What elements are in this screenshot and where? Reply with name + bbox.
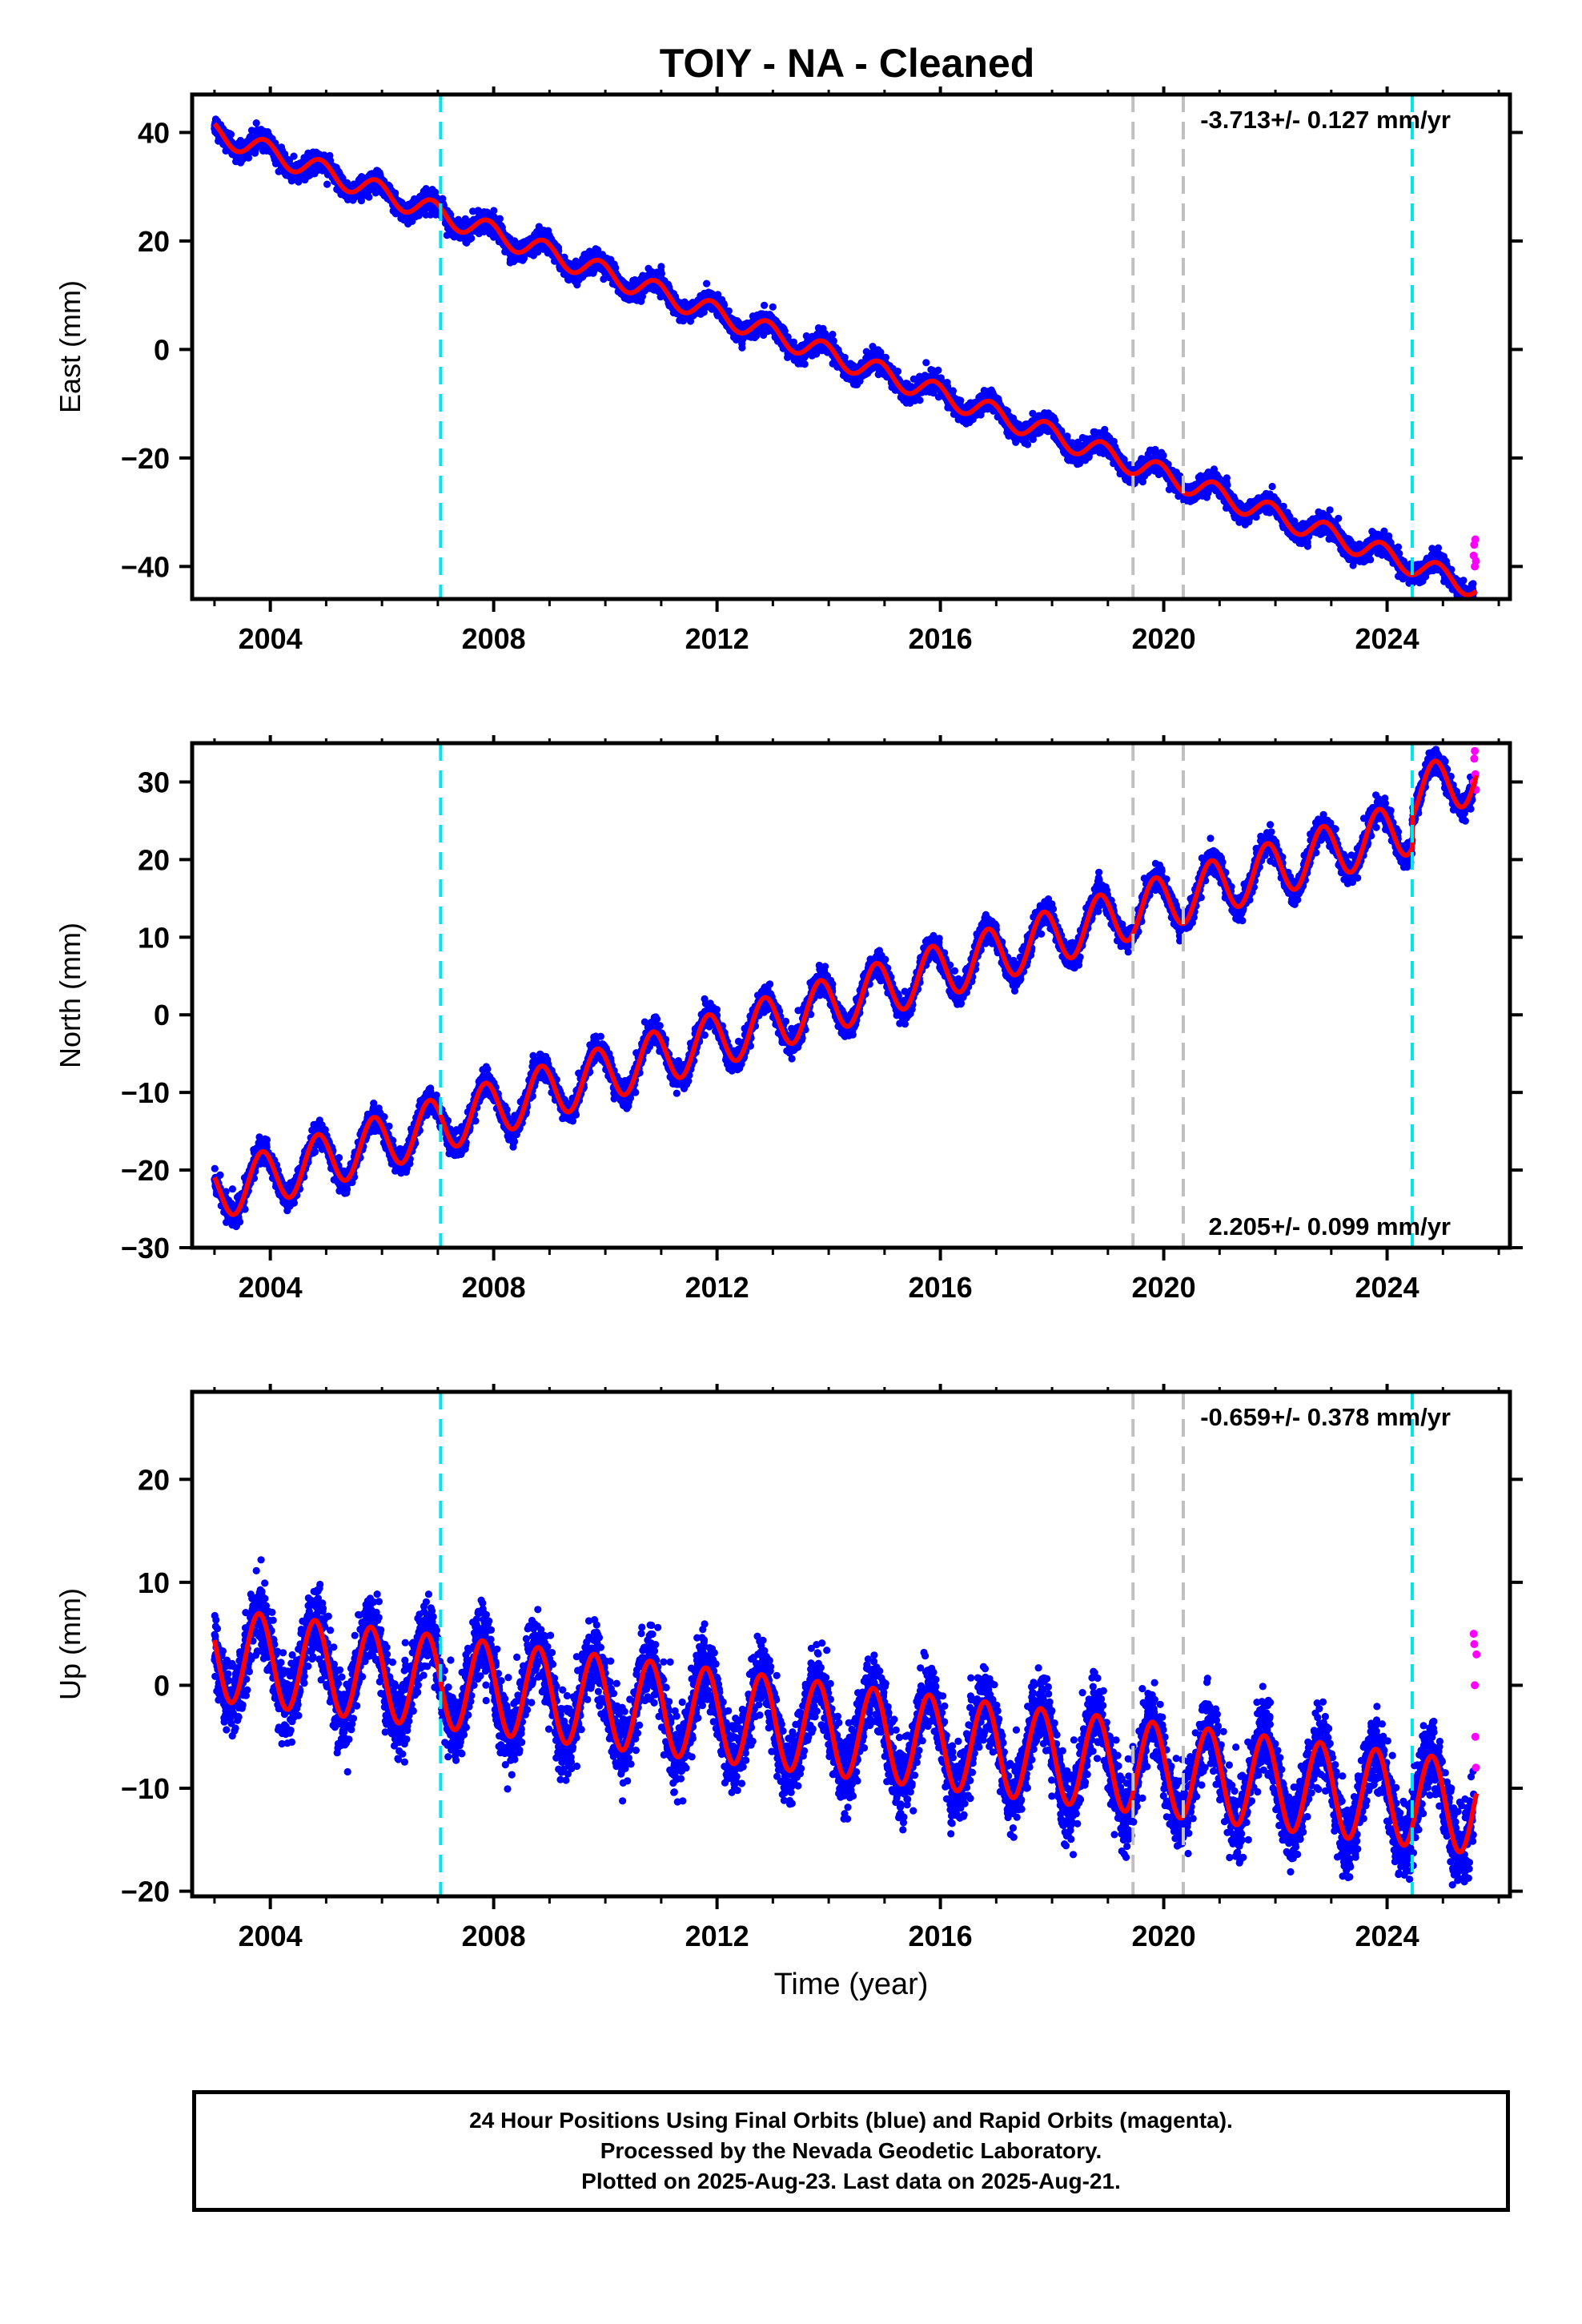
data-point bbox=[934, 366, 942, 374]
data-point bbox=[227, 131, 235, 139]
data-point bbox=[295, 178, 303, 186]
data-point bbox=[468, 234, 476, 243]
data-point bbox=[893, 368, 902, 376]
data-point bbox=[949, 387, 957, 395]
data-point bbox=[725, 307, 733, 315]
data-point bbox=[738, 344, 746, 352]
data-point bbox=[252, 119, 260, 127]
data-point bbox=[829, 331, 837, 339]
data-point bbox=[496, 215, 504, 223]
data-point bbox=[769, 303, 777, 311]
data-point bbox=[761, 301, 769, 309]
data-point bbox=[290, 152, 298, 160]
data-point bbox=[365, 193, 373, 201]
data-point bbox=[1024, 440, 1032, 448]
data-point bbox=[657, 269, 666, 278]
data-point bbox=[327, 156, 335, 165]
chart-title: TOIY - NA - Cleaned bbox=[660, 41, 1035, 86]
data-point bbox=[829, 337, 837, 345]
data-point bbox=[320, 151, 328, 159]
data-point bbox=[957, 396, 965, 404]
data-point bbox=[916, 396, 924, 404]
panel-east: 2004 2008 2012 2016 2020 2024−40−2002040East … bbox=[54, 86, 1523, 655]
data-point bbox=[323, 180, 331, 188]
data-point bbox=[922, 359, 930, 367]
plot-area bbox=[211, 115, 1480, 599]
data-point bbox=[801, 360, 809, 368]
data-point bbox=[657, 263, 665, 271]
final-orbit-points bbox=[211, 115, 1477, 599]
data-point bbox=[703, 279, 711, 287]
